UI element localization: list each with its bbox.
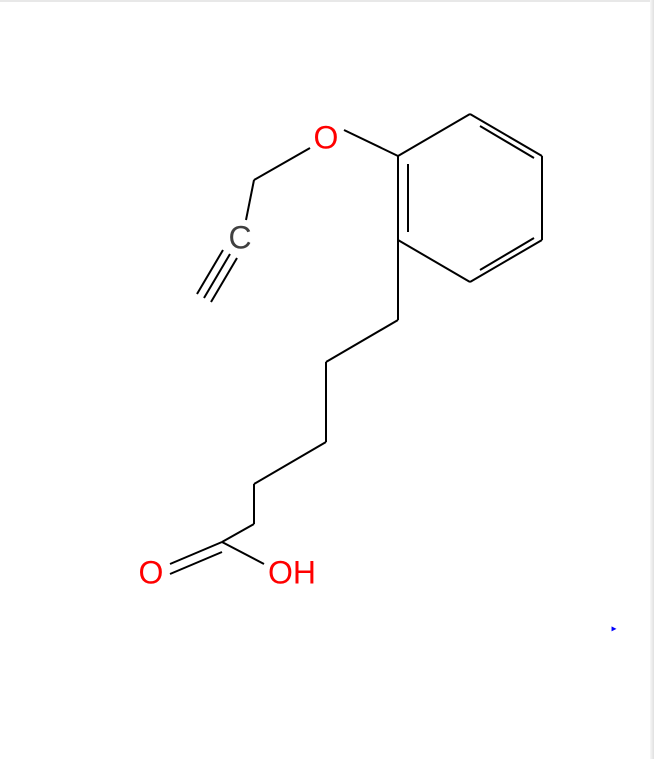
atom-oh-carboxyl: OH — [268, 555, 316, 592]
atom-c-alkyne: C — [228, 220, 251, 257]
atom-o-carbonyl: O — [139, 555, 164, 592]
bond-layer — [0, 0, 654, 759]
border-right — [650, 0, 654, 759]
play-marker-icon: ▸ — [611, 624, 616, 635]
atom-o-ether: O — [314, 120, 339, 157]
border-top — [0, 0, 654, 2]
molecule-canvas: O C O OH ▸ — [0, 0, 654, 759]
